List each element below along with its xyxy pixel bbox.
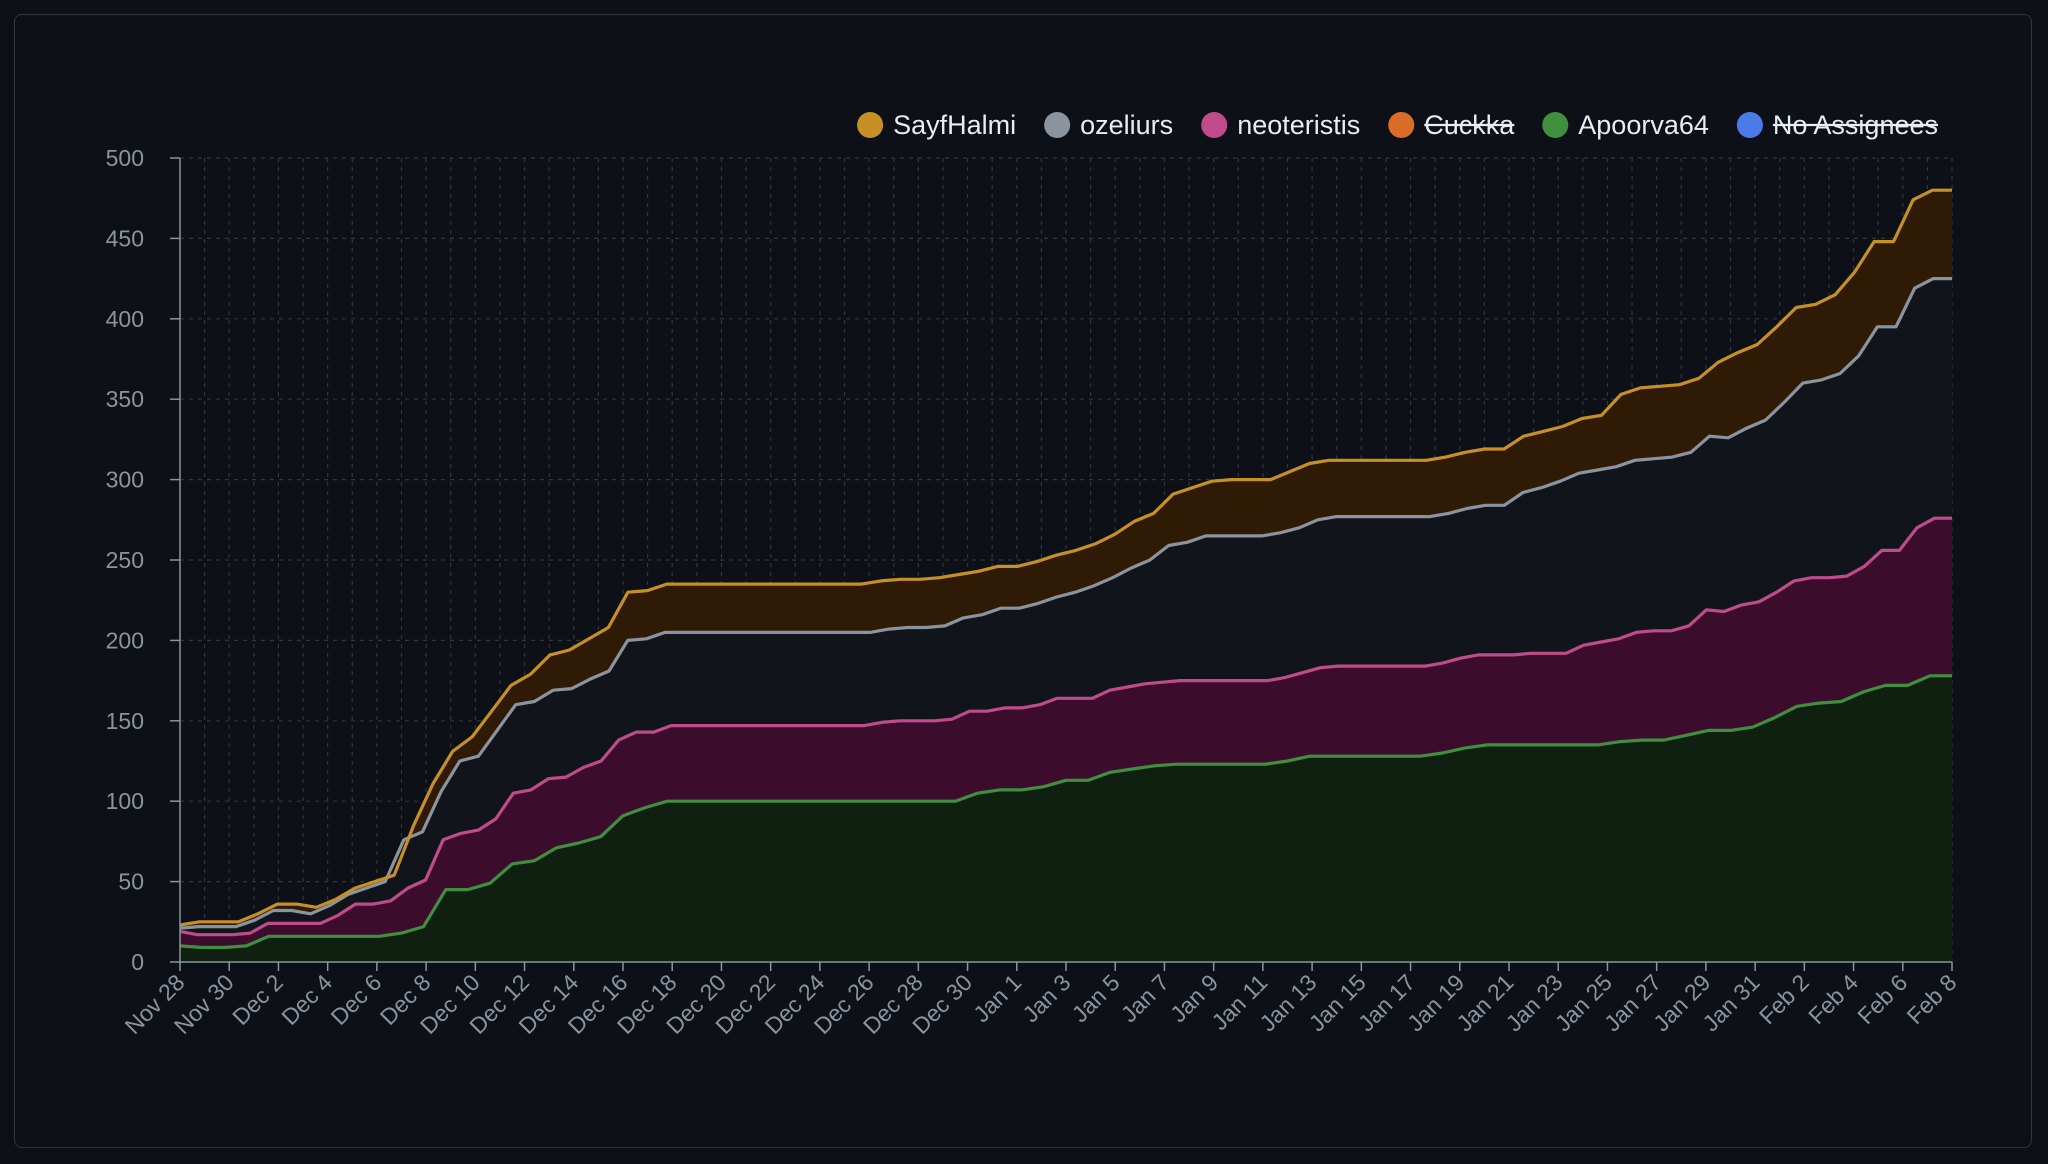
legend-label: SayfHalmi	[893, 110, 1016, 140]
y-tick-label: 500	[106, 145, 144, 171]
y-tick-label: 250	[106, 547, 144, 573]
y-tick-label: 300	[106, 467, 144, 493]
y-tick-label: 350	[106, 386, 144, 412]
legend-swatch	[1736, 112, 1763, 138]
line-apoorva64	[179, 674, 1952, 950]
y-tick-label: 400	[106, 306, 144, 332]
x-tick-label: Dec 2	[227, 969, 288, 1030]
legend-item-sayfhalmi[interactable]: SayfHalmi	[857, 110, 1016, 140]
legend-label: Apoorva64	[1578, 110, 1709, 140]
legend-swatch	[1044, 112, 1071, 138]
area-neoteristis	[180, 518, 1952, 948]
line-neoteristis	[179, 516, 1952, 937]
legend-swatch	[857, 112, 884, 138]
legend-swatch	[1388, 112, 1415, 138]
x-tick-label: Feb 4	[1803, 969, 1863, 1029]
y-tick-label: 200	[106, 627, 144, 653]
x-tick-label: Jan 5	[1067, 969, 1125, 1027]
y-tick-label: 150	[106, 708, 144, 734]
legend-item-ozeliurs[interactable]: ozeliurs	[1044, 110, 1173, 140]
y-tick-label: 450	[106, 225, 144, 251]
legend-item-cuckka[interactable]: Cuckka	[1388, 110, 1515, 140]
legend-item-no-assignees[interactable]: No Assignees	[1736, 110, 1938, 140]
x-tick-label: Jan 3	[1017, 969, 1075, 1027]
x-tick-label: Feb 8	[1902, 969, 1962, 1029]
area-ozeliurs	[180, 278, 1952, 935]
line-sayfhalmi	[179, 188, 1952, 927]
legend-item-neoteristis[interactable]: neoteristis	[1201, 110, 1360, 140]
y-tick-label: 100	[106, 788, 144, 814]
y-tick-label: 50	[118, 869, 144, 895]
x-tick-label: Dec 4	[276, 969, 337, 1030]
line-ozeliurs	[179, 277, 1952, 930]
x-tick-label: Jan 1	[968, 969, 1026, 1027]
y-tick-label: 0	[131, 949, 144, 975]
area-sayfhalmi	[180, 190, 1952, 929]
legend-label: ozeliurs	[1080, 110, 1173, 140]
x-tick-label: Dec 6	[326, 969, 387, 1030]
legend-item-apoorva64[interactable]: Apoorva64	[1542, 110, 1709, 140]
legend-swatch	[1542, 112, 1569, 138]
axes	[170, 157, 1953, 971]
legend-label: neoteristis	[1237, 110, 1360, 140]
area-fills	[180, 190, 1952, 962]
x-tick-label: Feb 2	[1754, 969, 1814, 1029]
series-lines	[179, 188, 1952, 950]
x-tick-label: Jan 31	[1697, 969, 1764, 1036]
legend-swatch	[1201, 112, 1228, 138]
x-tick-label: Feb 6	[1852, 969, 1912, 1029]
x-tick-label: Jan 7	[1116, 969, 1174, 1027]
legend[interactable]: SayfHalmi ozeliurs neoteristis Cuckka Apoorv…	[857, 110, 1938, 140]
y-tick-labels: 0 50 100 150 200 250 300 350 400 450 500	[106, 145, 144, 975]
area-apoorva64	[180, 675, 1952, 962]
